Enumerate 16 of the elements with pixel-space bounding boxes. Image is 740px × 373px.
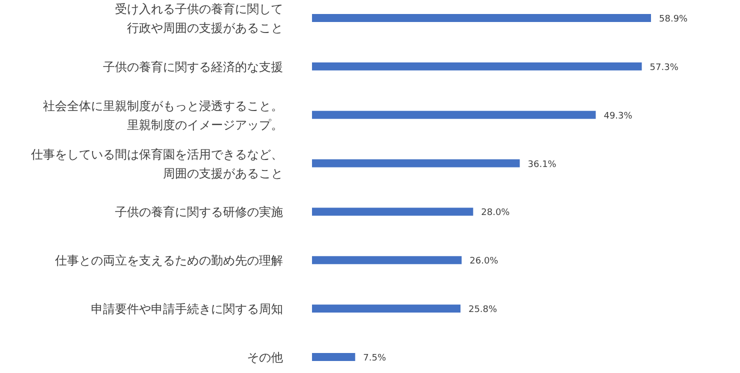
y-tick-label: 仕事をしている間は保育園を活用できるなど、周囲の支援があること <box>30 147 283 180</box>
y-tick-label: 子供の養育に関する経済的な支援 <box>103 60 283 74</box>
data-label: 26.0% <box>470 256 499 267</box>
data-label: 49.3% <box>604 111 633 122</box>
data-label: 36.1% <box>528 160 557 170</box>
data-label: 7.5% <box>363 354 386 364</box>
data-label: 58.9% <box>659 14 688 24</box>
y-tick-label: 受け入れる子供の養育に関して行政や周囲の支援があること <box>115 2 283 35</box>
data-label: 25.8% <box>468 305 498 316</box>
data-label: 28.0% <box>481 208 510 218</box>
y-tick-label: 申請要件や申請手続きに関する周知 <box>91 302 283 316</box>
data-label: 57.3% <box>650 62 679 73</box>
y-tick-label: 社会全体に里親制度がもっと浸透すること。里親制度のイメージアップ。 <box>43 98 283 132</box>
y-tick-label: その他 <box>247 350 283 364</box>
y-tick-label: 仕事との両立を支えるための勤め先の理解 <box>54 254 283 268</box>
y-tick-label: 子供の養育に関する研修の実施 <box>115 205 283 220</box>
